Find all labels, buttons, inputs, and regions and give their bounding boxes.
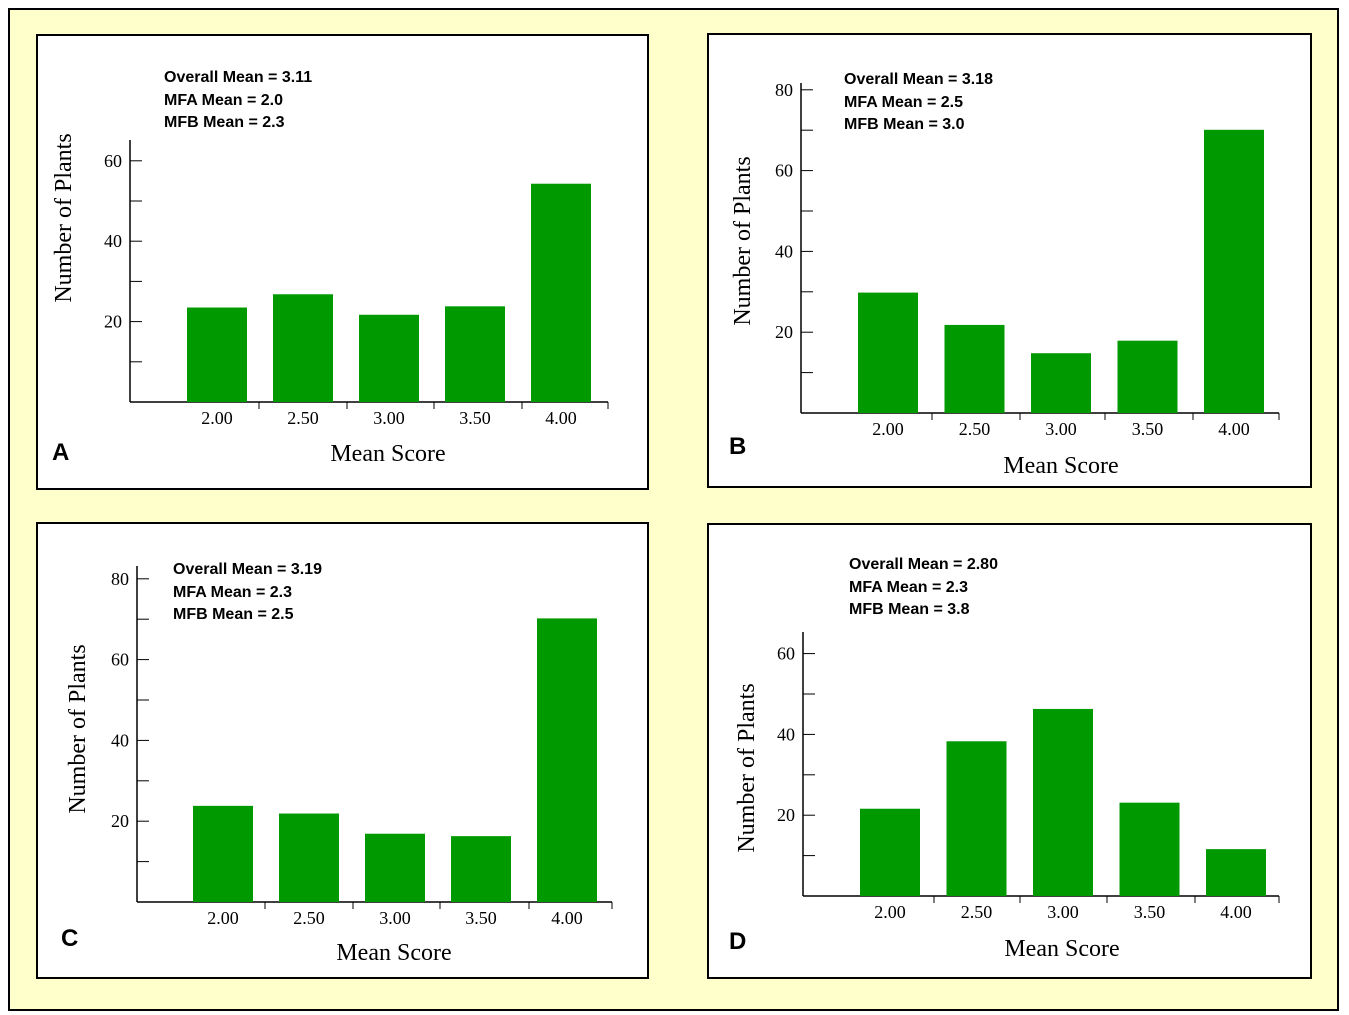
mfb-mean-c: MFB Mean = 2.5 [173,606,294,623]
bar-2.50 [273,294,333,402]
x-tick-label: 2.50 [961,902,993,922]
bar-chart-d: 20 40 60 2.00 2.50 3.00 3.50 4.00 Mean Score Numb… [734,632,1280,962]
y-tick-label: 40 [111,730,129,750]
x-tick-label: 4.00 [551,908,583,928]
bar-4.00 [531,183,591,402]
x-tick-label: 3.50 [1132,419,1164,439]
y-tick-label: 40 [777,724,795,744]
bar-3.50 [1119,802,1180,896]
overall-mean-c: Overall Mean = 3.19 [173,561,322,578]
bar-chart-b: 20 40 60 80 2.00 2.50 3.00 3.50 4.00 Mean Score Nu… [730,80,1280,479]
x-axis-title: Mean Score [336,940,451,966]
bar-3.00 [1031,353,1091,413]
x-tick-label: 3.00 [1045,419,1077,439]
mfb-mean-a: MFB Mean = 2.3 [164,114,285,131]
bar-2.00 [860,808,920,896]
mfa-mean-c: MFA Mean = 2.3 [173,583,292,601]
x-axis-title: Mean Score [330,441,445,467]
bar-2.50 [946,741,1007,896]
chart-panel-a: 20 40 60 2.00 2.50 3.00 3.50 4.00 Mean Score Numb… [36,34,649,490]
overall-mean-a: Overall Mean = 3.11 [164,69,313,86]
y-tick-label: 20 [104,312,122,332]
mfa-mean-a: MFA Mean = 2.0 [164,91,283,109]
chart-panel-d: 20 40 60 2.00 2.50 3.00 3.50 4.00 Mean Score Numb… [707,523,1312,979]
chart-panel-b: 20 40 60 80 2.00 2.50 3.00 3.50 4.00 Mean Score Nu… [707,33,1312,488]
bar-2.50 [279,813,339,902]
y-axis-title: Number of Plants [730,156,756,325]
bar-3.50 [451,836,511,902]
x-tick-label: 2.00 [207,908,239,928]
x-tick-label: 4.00 [1218,419,1250,439]
y-tick-label: 20 [775,322,793,342]
x-tick-label: 3.50 [1134,902,1166,922]
x-axis-title: Mean Score [1004,936,1119,962]
y-axis-title: Number of Plants [65,644,91,813]
x-tick-label: 3.50 [459,408,491,428]
y-tick-label: 20 [111,811,129,831]
x-tick-label: 4.00 [545,408,577,428]
mfb-mean-b: MFB Mean = 3.0 [844,116,965,133]
bar-2.00 [193,805,253,902]
mfa-mean-d: MFA Mean = 2.3 [849,578,968,596]
y-tick-label: 60 [104,151,122,171]
panel-label-b: B [729,433,747,460]
y-tick-label: 60 [111,650,129,670]
y-tick-label: 20 [777,805,795,825]
x-tick-label: 2.00 [874,902,906,922]
panel-label-a: A [52,439,70,466]
overall-mean-b: Overall Mean = 3.18 [844,71,993,88]
x-tick-label: 3.00 [379,908,411,928]
x-tick-label: 2.50 [287,408,319,428]
bar-2.50 [944,324,1005,413]
bar-3.00 [359,314,419,402]
overall-mean-d: Overall Mean = 2.80 [849,556,998,573]
x-tick-label: 2.50 [959,419,991,439]
bar-3.00 [365,833,425,902]
y-tick-label: 60 [775,161,793,181]
bar-chart-c: 20 40 60 80 2.00 2.50 3.00 3.50 4.00 Mean Score Nu… [65,566,613,966]
panel-label-c: C [61,925,79,952]
bar-3.00 [1033,708,1093,896]
bar-4.00 [537,618,597,902]
y-axis-title: Number of Plants [51,133,77,302]
x-tick-label: 3.00 [1047,902,1079,922]
bar-3.50 [445,306,505,402]
bar-2.00 [187,307,247,402]
bar-2.00 [858,292,918,413]
bar-chart-a: 20 40 60 2.00 2.50 3.00 3.50 4.00 Mean Score Numb… [51,133,609,467]
x-tick-label: 4.00 [1220,902,1252,922]
panel-label-d: D [729,928,747,955]
bar-4.00 [1206,849,1266,896]
mfb-mean-d: MFB Mean = 3.8 [849,601,970,618]
x-tick-label: 2.50 [293,908,325,928]
x-tick-label: 2.00 [201,408,233,428]
y-tick-label: 80 [111,569,129,589]
y-axis-title: Number of Plants [734,683,760,852]
bar-3.50 [1117,340,1178,413]
y-tick-label: 40 [104,231,122,251]
chart-panel-c: 20 40 60 80 2.00 2.50 3.00 3.50 4.00 Mean Score Nu… [36,522,649,979]
y-tick-label: 40 [775,241,793,261]
bar-4.00 [1204,129,1264,413]
x-tick-label: 2.00 [872,419,904,439]
mfa-mean-b: MFA Mean = 2.5 [844,93,963,111]
x-axis-title: Mean Score [1003,453,1118,479]
y-tick-label: 60 [777,644,795,664]
x-tick-label: 3.00 [373,408,405,428]
y-tick-label: 80 [775,80,793,100]
x-tick-label: 3.50 [465,908,497,928]
